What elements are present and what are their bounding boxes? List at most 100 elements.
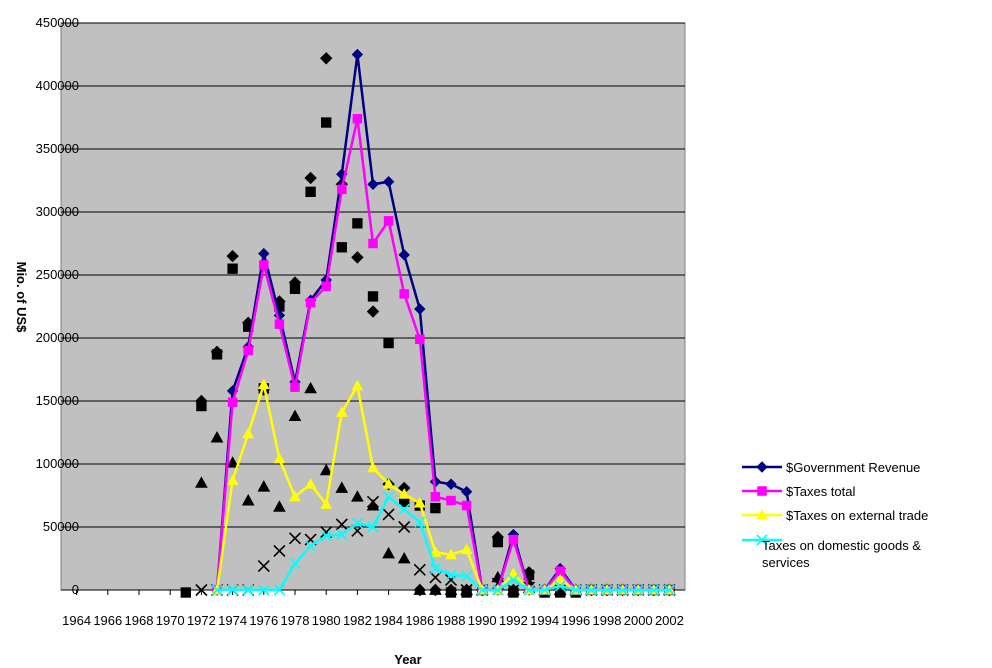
series-point-taxes-on-domestic-goods-services <box>258 584 270 596</box>
unnamed-series-point <box>397 551 411 564</box>
series-point-taxes-on-domestic-goods-services <box>273 584 285 596</box>
unnamed-series-point <box>429 583 442 595</box>
series-point-taxes-on-domestic-goods-services <box>351 517 363 529</box>
series-point-taxes-total <box>305 297 316 308</box>
series-point-taxes-total <box>337 184 347 195</box>
x-tick-label: 2002 <box>655 613 684 628</box>
legend-marker <box>756 461 768 473</box>
unnamed-series-point <box>351 490 364 502</box>
series-point-taxes-on-domestic-goods-services <box>429 563 441 575</box>
series-point-taxes-on-domestic-goods-services <box>663 584 675 596</box>
unnamed-series-point <box>413 583 427 595</box>
series-point-taxes-on-domestic-goods-services <box>227 584 239 596</box>
unnamed-series-point <box>304 171 317 185</box>
y-axis-title: Mio. of US$ <box>14 262 29 334</box>
series-point-taxes-on-domestic-goods-services <box>554 580 566 592</box>
x-tick-label: 1964 <box>62 613 91 628</box>
series-point-taxes-on-external-trade <box>445 548 457 560</box>
series-point-taxes-on-domestic-goods-services <box>601 584 613 596</box>
unnamed-series-point <box>352 218 363 229</box>
x-tick-label: 2000 <box>624 613 653 628</box>
unnamed-series-point <box>382 508 395 521</box>
series-point-taxes-on-domestic-goods-services <box>242 584 254 596</box>
unnamed-series-point <box>257 480 271 492</box>
unnamed-series-point <box>398 520 411 534</box>
series-point-taxes-total <box>227 397 238 408</box>
unnamed-series-point <box>226 249 239 263</box>
unnamed-series-point <box>210 431 224 443</box>
legend-label: $Taxes on external trade <box>786 508 928 523</box>
y-tick-label: 400000 <box>36 78 79 93</box>
series-point-taxes-total <box>274 319 285 329</box>
unnamed-series-point <box>382 546 395 559</box>
series-point-taxes-on-domestic-goods-services <box>336 528 348 541</box>
series-point-taxes-total <box>321 281 331 292</box>
series-point-taxes-total <box>383 216 394 226</box>
series-point-taxes-on-domestic-goods-services <box>398 503 410 515</box>
series-point-taxes-on-external-trade <box>507 567 520 579</box>
unnamed-series-point <box>492 536 503 548</box>
x-tick-label: 1994 <box>530 613 559 628</box>
y-tick-label: 300000 <box>36 204 79 219</box>
unnamed-series-point <box>273 500 286 512</box>
series-point-taxes-total <box>368 238 378 249</box>
series-point-taxes-on-external-trade <box>257 378 270 390</box>
x-axis-title: Year <box>394 652 421 667</box>
unnamed-series-point <box>507 583 520 597</box>
series-point-taxes-on-external-trade <box>413 497 426 508</box>
legend-label: Taxes on domestic goods & services <box>762 538 921 570</box>
series-point-taxes-total <box>415 334 425 345</box>
x-tick-label: 1978 <box>281 613 310 628</box>
series-point-taxes-on-external-trade <box>273 452 286 464</box>
series-point-taxes-total <box>290 382 300 392</box>
legend: $Government Revenue $Taxes total $Taxes on… <box>742 460 928 570</box>
series-point-taxes-on-domestic-goods-services <box>539 584 551 596</box>
series-point-taxes-total <box>446 495 456 506</box>
series-point-taxes-on-domestic-goods-services <box>414 516 426 528</box>
x-tick-label: 1974 <box>218 613 247 628</box>
x-tick-label: 1968 <box>125 613 154 628</box>
unnamed-series-point <box>351 251 364 264</box>
unnamed-series-point <box>335 481 349 493</box>
unnamed-series-point <box>180 587 191 598</box>
series-point-taxes-on-external-trade <box>398 488 411 499</box>
series-point-taxes-on-external-trade <box>554 573 567 585</box>
y-tick-label: 0 <box>72 582 79 597</box>
series-point-government-revenue <box>367 178 379 190</box>
unnamed-series-point <box>335 518 348 531</box>
series-point-taxes-on-domestic-goods-services <box>617 584 629 596</box>
unnamed-series-point <box>195 583 208 597</box>
series-line-taxes-on-domestic-goods-services <box>217 494 670 592</box>
unnamed-series-point <box>444 583 458 595</box>
unnamed-series-point <box>319 52 333 65</box>
series-point-taxes-on-domestic-goods-services <box>461 570 473 582</box>
unnamed-series-point <box>257 559 270 573</box>
series-point-taxes-on-domestic-goods-services <box>492 584 504 596</box>
series-point-government-revenue <box>382 176 395 188</box>
series-point-government-revenue <box>445 478 457 490</box>
unnamed-series-point <box>211 349 223 360</box>
series-point-taxes-on-domestic-goods-services <box>632 584 644 596</box>
y-tick-label: 350000 <box>36 141 79 156</box>
unnamed-series-point <box>413 563 426 576</box>
series-point-taxes-on-external-trade <box>242 427 255 439</box>
series-point-taxes-total <box>352 114 363 124</box>
unnamed-series-point <box>367 291 379 302</box>
x-tick-label: 1976 <box>249 613 278 628</box>
series-point-government-revenue <box>414 303 426 315</box>
legend-marker <box>756 534 768 546</box>
series-group <box>211 48 676 596</box>
series-point-taxes-on-domestic-goods-services <box>523 584 535 596</box>
series-point-taxes-on-domestic-goods-services <box>289 557 301 570</box>
series-point-taxes-on-external-trade <box>335 406 348 417</box>
legend-label: $Taxes total <box>786 484 855 499</box>
series-point-taxes-on-external-trade <box>367 461 379 473</box>
x-tick-label: 1982 <box>343 613 372 628</box>
series-point-government-revenue <box>460 486 473 498</box>
x-tick-label: 1992 <box>499 613 528 628</box>
series-point-government-revenue <box>398 249 410 261</box>
series-point-taxes-on-domestic-goods-services <box>570 584 582 596</box>
x-tick-label: 1966 <box>93 613 122 628</box>
x-tick-label: 1980 <box>312 613 341 628</box>
series-point-taxes-on-domestic-goods-services <box>445 569 457 581</box>
